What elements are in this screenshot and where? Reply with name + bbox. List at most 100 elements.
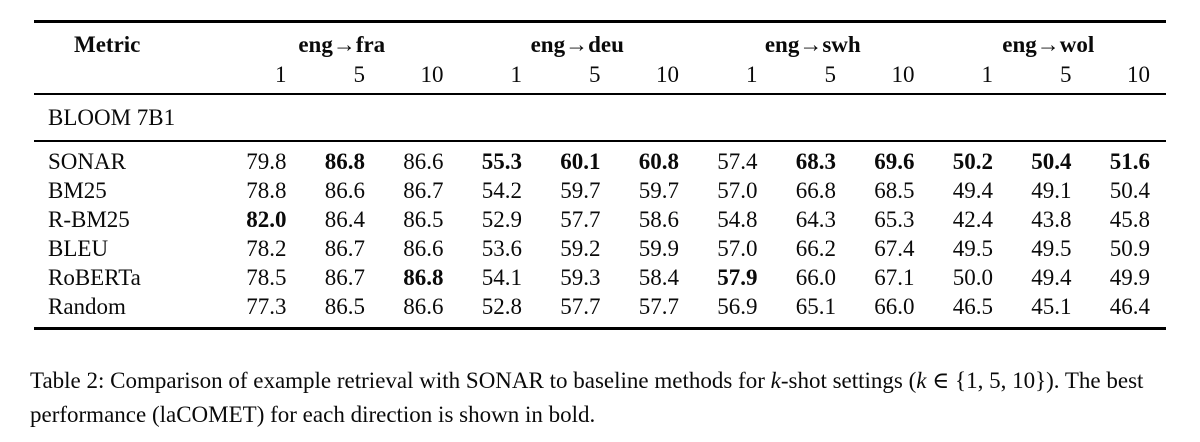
value-cell: 43.8 [1031,207,1072,232]
value-cell: 50.0 [952,265,993,290]
shots-header: 5 [1009,60,1088,95]
value-cell: 58.4 [638,265,679,290]
value-cell: 45.8 [1109,207,1150,232]
value-cell: 66.0 [874,294,915,319]
value-cell: 54.2 [481,178,522,203]
value-cell: 55.3 [481,149,522,174]
value-cell: 58.6 [638,207,679,232]
value-cell: 49.9 [1109,265,1150,290]
value-cell: 50.4 [1109,178,1150,203]
shots-header: 1 [459,60,538,95]
value-cell: 59.9 [638,236,679,261]
value-cell: 59.7 [638,178,679,203]
value-cell: 86.4 [324,207,365,232]
caption-k-italic: k [770,368,781,393]
value-cell: 50.4 [1031,149,1072,174]
value-cell: 53.6 [481,236,522,261]
value-cell: 86.5 [324,294,365,319]
value-cell: 67.4 [874,236,915,261]
metric-cell: RoBERTa [48,265,141,290]
shots-header: 1 [695,60,774,95]
metric-column-header: Metric [74,32,141,57]
value-cell: 60.8 [638,149,679,174]
caption-k-italic: k [916,368,927,393]
value-cell: 86.8 [324,149,365,174]
table-row-bm25: BM25 78.8 86.6 86.7 54.2 59.7 59.7 57.0 … [34,176,1166,205]
value-cell: 49.4 [952,178,993,203]
value-cell: 78.8 [246,178,287,203]
value-cell: 79.8 [246,149,287,174]
group-header-eng-fra: eng→fra [298,32,386,57]
value-cell: 56.9 [717,294,758,319]
value-cell: 59.7 [560,178,601,203]
value-cell: 50.2 [952,149,993,174]
metric-cell: SONAR [48,149,126,174]
value-cell: 49.5 [952,236,993,261]
value-cell: 46.4 [1109,294,1150,319]
shots-header: 10 [616,60,695,95]
value-cell: 57.4 [717,149,758,174]
caption-text: ∈ {1, 5, 10}). [926,368,1060,393]
value-cell: 57.0 [717,178,758,203]
value-cell: 42.4 [952,207,993,232]
shots-header: 1 [224,60,303,95]
value-cell: 64.3 [795,207,836,232]
value-cell: 52.9 [481,207,522,232]
value-cell: 69.6 [874,149,915,174]
value-cell: 78.2 [246,236,287,261]
shots-header: 10 [1087,60,1166,95]
value-cell: 86.7 [403,178,444,203]
group-header-eng-wol: eng→wol [1002,32,1095,57]
metric-cell: BM25 [48,178,107,203]
table-row-random: Random 77.3 86.5 86.6 52.8 57.7 57.7 56.… [34,292,1166,329]
value-cell: 82.0 [246,207,287,232]
value-cell: 68.3 [795,149,836,174]
group-header-eng-deu: eng→deu [530,32,624,57]
value-cell: 66.2 [795,236,836,261]
shots-header-row: 1 5 10 1 5 10 1 5 10 1 5 10 [34,60,1166,95]
value-cell: 86.6 [324,178,365,203]
table-row-r-bm25: R-BM25 82.0 86.4 86.5 52.9 57.7 58.6 54.… [34,205,1166,234]
value-cell: 78.5 [246,265,287,290]
results-table: Metric eng→fra eng→deu eng→swh eng→wol 1… [34,20,1166,330]
table-row-roberta: RoBERTa 78.5 86.7 86.8 54.1 59.3 58.4 57… [34,263,1166,292]
shots-header: 5 [302,60,381,95]
value-cell: 60.1 [560,149,601,174]
shots-header: 10 [381,60,460,95]
value-cell: 45.1 [1031,294,1072,319]
value-cell: 86.7 [324,265,365,290]
value-cell: 52.8 [481,294,522,319]
caption-text: The best performance (laCOMET) for each … [30,368,1144,427]
value-cell: 86.7 [324,236,365,261]
group-header-eng-swh: eng→swh [764,32,861,57]
value-cell: 57.9 [717,265,758,290]
section-header: BLOOM 7B1 [34,94,1166,142]
value-cell: 54.1 [481,265,522,290]
value-cell: 65.1 [795,294,836,319]
value-cell: 51.6 [1109,149,1150,174]
shots-header: 5 [773,60,852,95]
shots-header: 5 [538,60,617,95]
metric-cell: R-BM25 [48,207,130,232]
value-cell: 86.5 [403,207,444,232]
shots-header: 1 [930,60,1009,95]
value-cell: 49.4 [1031,265,1072,290]
value-cell: 49.1 [1031,178,1072,203]
value-cell: 86.6 [403,149,444,174]
value-cell: 66.0 [795,265,836,290]
value-cell: 57.7 [560,294,601,319]
value-cell: 50.9 [1109,236,1150,261]
value-cell: 66.8 [795,178,836,203]
value-cell: 46.5 [952,294,993,319]
caption-text: Table 2: Comparison of example retrieval… [30,368,771,393]
metric-cell: Random [48,294,126,319]
section-header-row: BLOOM 7B1 [34,94,1166,142]
value-cell: 77.3 [246,294,287,319]
value-cell: 68.5 [874,178,915,203]
caption-text: -shot settings ( [780,368,917,393]
value-cell: 86.6 [403,294,444,319]
value-cell: 57.7 [638,294,679,319]
value-cell: 59.3 [560,265,601,290]
value-cell: 67.1 [874,265,915,290]
